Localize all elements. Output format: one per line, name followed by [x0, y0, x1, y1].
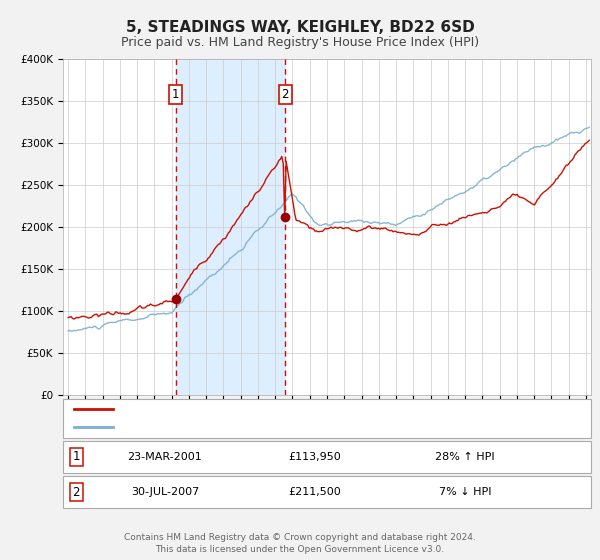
Text: £211,500: £211,500 — [289, 487, 341, 497]
Text: 1: 1 — [172, 87, 179, 101]
Text: £113,950: £113,950 — [289, 452, 341, 462]
Text: Price paid vs. HM Land Registry's House Price Index (HPI): Price paid vs. HM Land Registry's House … — [121, 36, 479, 49]
Text: 2: 2 — [73, 486, 80, 499]
Text: 5, STEADINGS WAY, KEIGHLEY, BD22 6SD (detached house): 5, STEADINGS WAY, KEIGHLEY, BD22 6SD (de… — [119, 404, 429, 414]
Text: 30-JUL-2007: 30-JUL-2007 — [131, 487, 199, 497]
Text: 5, STEADINGS WAY, KEIGHLEY, BD22 6SD: 5, STEADINGS WAY, KEIGHLEY, BD22 6SD — [125, 20, 475, 35]
Text: 23-MAR-2001: 23-MAR-2001 — [128, 452, 202, 462]
Text: 7% ↓ HPI: 7% ↓ HPI — [439, 487, 491, 497]
Text: 1: 1 — [73, 450, 80, 464]
Bar — [176, 59, 285, 395]
Text: Contains HM Land Registry data © Crown copyright and database right 2024.: Contains HM Land Registry data © Crown c… — [124, 533, 476, 542]
Text: HPI: Average price, detached house, Bradford: HPI: Average price, detached house, Brad… — [119, 422, 357, 432]
Text: This data is licensed under the Open Government Licence v3.0.: This data is licensed under the Open Gov… — [155, 545, 445, 554]
Text: 2: 2 — [281, 87, 289, 101]
Text: 28% ↑ HPI: 28% ↑ HPI — [435, 452, 495, 462]
